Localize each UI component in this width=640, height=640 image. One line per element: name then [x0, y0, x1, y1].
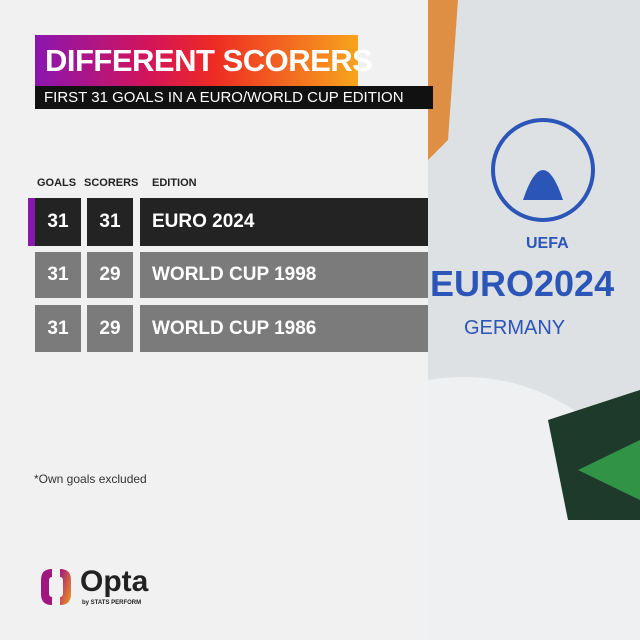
page-title: DIFFERENT SCORERS [35, 35, 373, 86]
subtitle: FIRST 31 GOALS IN A EURO/WORLD CUP EDITI… [35, 86, 433, 109]
opta-wordmark: Opta [80, 565, 149, 598]
edition-cell: WORLD CUP 1998 [140, 252, 428, 298]
opta-logo-icon [41, 569, 71, 605]
scorers-cell: 29 [87, 252, 133, 298]
header-goals: GOALS [37, 177, 77, 189]
footnote: *Own goals excluded [34, 472, 147, 486]
background-photo-euro2024-ball: UEFA EURO2024 GERMANY [428, 0, 640, 640]
edition-cell: EURO 2024 [140, 198, 428, 246]
opta-logo: Opta by STATS PERFORM [38, 566, 148, 608]
euro2024-text: EURO2024 [430, 263, 614, 304]
uefa-text: UEFA [526, 235, 569, 252]
header-scorers: SCORERS [84, 177, 139, 189]
goals-cell: 31 [35, 198, 81, 246]
germany-text: GERMANY [464, 317, 565, 339]
highlight-accent [28, 198, 35, 246]
scorers-cell: 29 [87, 305, 133, 352]
header-edition: EDITION [152, 177, 197, 189]
edition-cell: WORLD CUP 1986 [140, 305, 428, 352]
opta-byline: by STATS PERFORM [82, 600, 142, 606]
scorers-cell: 31 [87, 198, 133, 246]
goals-cell: 31 [35, 252, 81, 298]
goals-cell: 31 [35, 305, 81, 352]
